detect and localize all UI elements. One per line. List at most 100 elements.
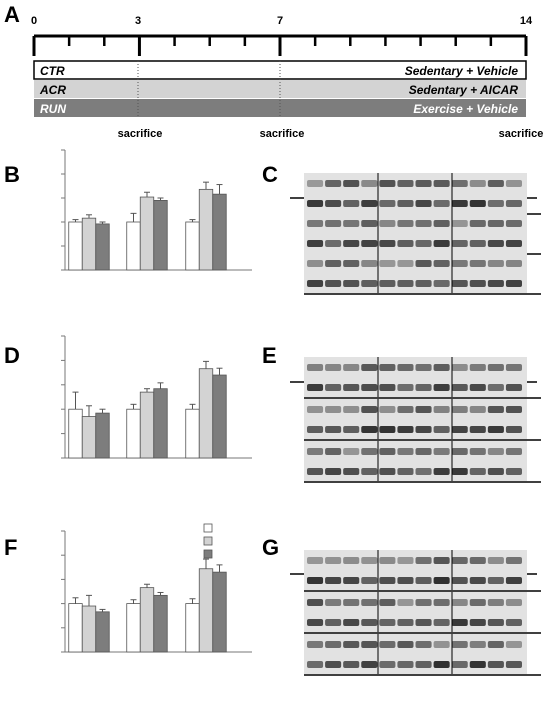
blot-band-loading	[505, 240, 522, 247]
bar-acr-day3	[81, 217, 97, 271]
blot-band-target	[343, 557, 360, 564]
blot-band-loading	[397, 426, 414, 433]
bar-ctr-day3	[68, 408, 83, 459]
blot-band-target	[415, 364, 432, 371]
blot-band-loading	[505, 280, 522, 287]
bar-ctr-day3	[68, 603, 83, 653]
blot-band-loading	[325, 280, 342, 287]
blot-band-target	[487, 641, 504, 648]
blot-band-target	[397, 599, 414, 606]
blot-band-loading	[379, 468, 396, 475]
blot-band-loading	[469, 280, 486, 287]
blot-band-loading	[451, 280, 468, 287]
legend-swatch-acr	[203, 536, 213, 546]
timeline-row-treatment-run: Exercise + Vehicle	[413, 102, 518, 116]
blot-band-loading	[325, 200, 342, 207]
timeline-row-treatment-acr: Sedentary + AICAR	[409, 83, 519, 97]
blot-band-target	[343, 599, 360, 606]
blot-band-loading	[361, 200, 378, 207]
blot-band-loading	[415, 240, 432, 247]
bar-ctr-day14	[185, 221, 200, 271]
bar-ctr-day7	[126, 603, 141, 653]
blot-band-target	[451, 557, 468, 564]
blot-band-loading	[361, 468, 378, 475]
blot-band-target	[487, 406, 504, 413]
blot-band-target	[505, 557, 522, 564]
blot-band-loading	[469, 661, 486, 668]
blot-band-loading	[433, 619, 450, 626]
blot-band-target	[487, 260, 504, 267]
blot-band-loading	[343, 280, 360, 287]
panel-letter-f: F	[4, 535, 17, 560]
bar-run-day3	[95, 412, 110, 459]
blot-band-loading	[361, 661, 378, 668]
blot-band-target	[433, 599, 450, 606]
blot-band-loading	[379, 200, 396, 207]
blot-band-target	[415, 220, 432, 227]
blot-band-target	[487, 448, 504, 455]
chart-pampk	[61, 149, 252, 271]
western-blot-ampk	[290, 173, 541, 295]
blot-band-loading	[505, 426, 522, 433]
blot-band-target	[307, 364, 324, 371]
blot-band-loading	[397, 661, 414, 668]
blot-band-target	[343, 260, 360, 267]
blot-band-target	[361, 406, 378, 413]
blot-band-loading	[325, 426, 342, 433]
blot-band-target	[469, 260, 486, 267]
blot-band-target	[415, 448, 432, 455]
blot-band-target	[451, 448, 468, 455]
blot-band-target	[325, 220, 342, 227]
sacrifice-label-day7: sacrifice	[260, 128, 305, 140]
blot-band-loading	[307, 661, 324, 668]
blot-band-loading	[469, 577, 486, 584]
blot-band-target	[379, 448, 396, 455]
blot-band-loading	[343, 240, 360, 247]
blot-band-loading	[415, 468, 432, 475]
blot-band-target	[505, 180, 522, 187]
blot-band-target	[415, 599, 432, 606]
blot-band-target	[379, 406, 396, 413]
blot-band-target	[307, 260, 324, 267]
blot-band-loading	[433, 240, 450, 247]
blot-band-loading	[505, 661, 522, 668]
blot-band-target	[325, 448, 342, 455]
blot-band-loading	[451, 426, 468, 433]
blot-band-target	[307, 180, 324, 187]
bar-ctr-day14	[185, 603, 200, 653]
blot-band-loading	[505, 468, 522, 475]
bar-acr-day14	[198, 568, 214, 653]
blot-band-target	[433, 260, 450, 267]
bar-run-day7	[153, 199, 168, 271]
blot-band-target	[361, 260, 378, 267]
blot-band-loading	[307, 200, 324, 207]
blot-band-loading	[415, 384, 432, 391]
blot-band-target	[307, 406, 324, 413]
blot-band-target	[379, 260, 396, 267]
blot-band-loading	[343, 384, 360, 391]
blot-band-loading	[433, 577, 450, 584]
blot-band-target	[487, 180, 504, 187]
blot-band-loading	[325, 468, 342, 475]
blot-band-target	[433, 364, 450, 371]
blot-band-loading	[325, 384, 342, 391]
blot-band-target	[307, 641, 324, 648]
blot-band-target	[433, 220, 450, 227]
bar-acr-day3	[81, 605, 97, 653]
blot-band-target	[343, 406, 360, 413]
blot-band-loading	[469, 384, 486, 391]
bar-acr-day14	[198, 368, 214, 459]
bar-run-day14	[212, 374, 227, 459]
blot-band-target	[397, 260, 414, 267]
blot-band-loading	[343, 468, 360, 475]
blot-band-loading	[415, 426, 432, 433]
blot-band-target	[343, 220, 360, 227]
panel-letter-d: D	[4, 343, 20, 368]
bar-ctr-day7	[126, 408, 141, 459]
western-blot-pgc1a	[290, 357, 541, 483]
blot-band-target	[451, 406, 468, 413]
blot-band-target	[307, 557, 324, 564]
bar-run-day14	[212, 193, 227, 271]
blot-band-target	[343, 364, 360, 371]
blot-band-target	[307, 448, 324, 455]
